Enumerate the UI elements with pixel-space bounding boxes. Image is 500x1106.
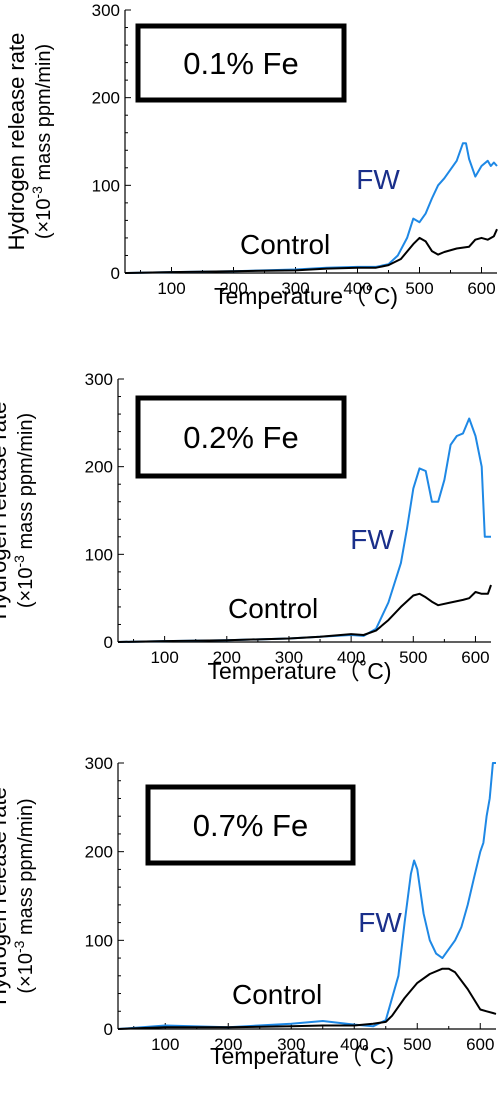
x-axis-title: Temperature（˚C) <box>210 1043 394 1069</box>
y-tick-label: 300 <box>92 1 120 20</box>
y-axis-title-line2: (×10-3 mass ppm/min) <box>29 44 55 239</box>
x-tick-label: 400 <box>343 279 371 298</box>
x-tick-label: 100 <box>157 279 185 298</box>
y-tick-label: 200 <box>92 89 120 108</box>
y-tick-label: 0 <box>104 633 113 652</box>
y-axis-title-line1: Hydrogen release rate <box>0 787 11 1005</box>
chart-panel-1: 0 100 200 300 100 200 300 400 500 600 FW Control 0.2… <box>0 370 492 684</box>
composition-box <box>135 395 347 479</box>
y-tick-label: 200 <box>85 458 113 477</box>
series-line-control <box>125 228 498 274</box>
x-tick-label: 600 <box>461 648 489 667</box>
y-axis-title-exponent: -3 <box>11 555 27 568</box>
x-tick-label: 100 <box>151 1035 179 1054</box>
chart-panel-2: 0 100 200 300 100 200 300 400 500 600 FW Control 0.7… <box>0 754 497 1069</box>
y-axis-title-line1: Hydrogen release rate <box>4 33 29 251</box>
composition-box <box>135 23 347 103</box>
y-axis-title-exponent: -3 <box>29 186 45 199</box>
x-tick-label: 600 <box>466 1035 494 1054</box>
y-tick-label: 300 <box>85 370 113 389</box>
x-tick-label: 500 <box>399 648 427 667</box>
x-tick-label: 300 <box>275 648 303 667</box>
composition-label: 0.2% Fe <box>183 420 298 455</box>
y-tick-label: 100 <box>92 176 120 195</box>
x-tick-label: 400 <box>337 648 365 667</box>
y-axis-title-line1: Hydrogen release rate <box>0 402 11 620</box>
y-tick-label: 0 <box>111 264 120 283</box>
y-axis-title-suffix: mass ppm/min) <box>15 798 37 940</box>
x-tick-label: 200 <box>213 648 241 667</box>
composition-box <box>145 784 356 866</box>
x-tick-label: 100 <box>150 648 178 667</box>
series-label-control: Control <box>240 229 330 260</box>
series-line-fw <box>118 762 496 1030</box>
y-tick-label: 300 <box>85 754 113 773</box>
x-tick-label: 200 <box>214 1035 242 1054</box>
y-axis-title-prefix: (×10 <box>15 568 37 609</box>
y-axis-title-exponent: -3 <box>11 940 27 953</box>
x-axis-title: Temperature（˚C) <box>207 658 391 684</box>
y-tick-label: 0 <box>104 1020 113 1039</box>
y-axis-title-suffix: mass ppm/min) <box>33 44 55 186</box>
composition-label: 0.1% Fe <box>183 46 298 81</box>
x-tick-label: 400 <box>340 1035 368 1054</box>
series-line-control <box>118 967 497 1030</box>
series-label-control: Control <box>228 593 318 624</box>
y-axis-title-line2: (×10-3 mass ppm/min) <box>11 798 37 993</box>
composition-label: 0.7% Fe <box>193 808 308 843</box>
x-tick-label: 500 <box>405 279 433 298</box>
series-label-control: Control <box>232 979 322 1010</box>
x-axis-title: Temperature（˚C) <box>214 283 398 309</box>
y-tick-label: 200 <box>85 843 113 862</box>
y-tick-label: 100 <box>85 931 113 950</box>
series-label-fw: FW <box>358 907 402 938</box>
x-tick-label: 500 <box>403 1035 431 1054</box>
series-line-control <box>118 584 492 643</box>
x-tick-label: 300 <box>277 1035 305 1054</box>
y-axis-title-prefix: (×10 <box>33 199 55 240</box>
series-label-fw: FW <box>356 164 400 195</box>
y-tick-label: 100 <box>85 545 113 564</box>
chart-panel-0: 0 100 200 300 100 200 300 400 500 600 FW Control 0.1… <box>4 1 498 309</box>
y-axis-title-prefix: (×10 <box>15 953 37 994</box>
y-axis-title-suffix: mass ppm/min) <box>15 413 37 555</box>
x-tick-label: 300 <box>281 279 309 298</box>
x-tick-label: 600 <box>467 279 495 298</box>
series-label-fw: FW <box>350 524 394 555</box>
x-tick-label: 200 <box>219 279 247 298</box>
y-axis-title-line2: (×10-3 mass ppm/min) <box>11 413 37 608</box>
